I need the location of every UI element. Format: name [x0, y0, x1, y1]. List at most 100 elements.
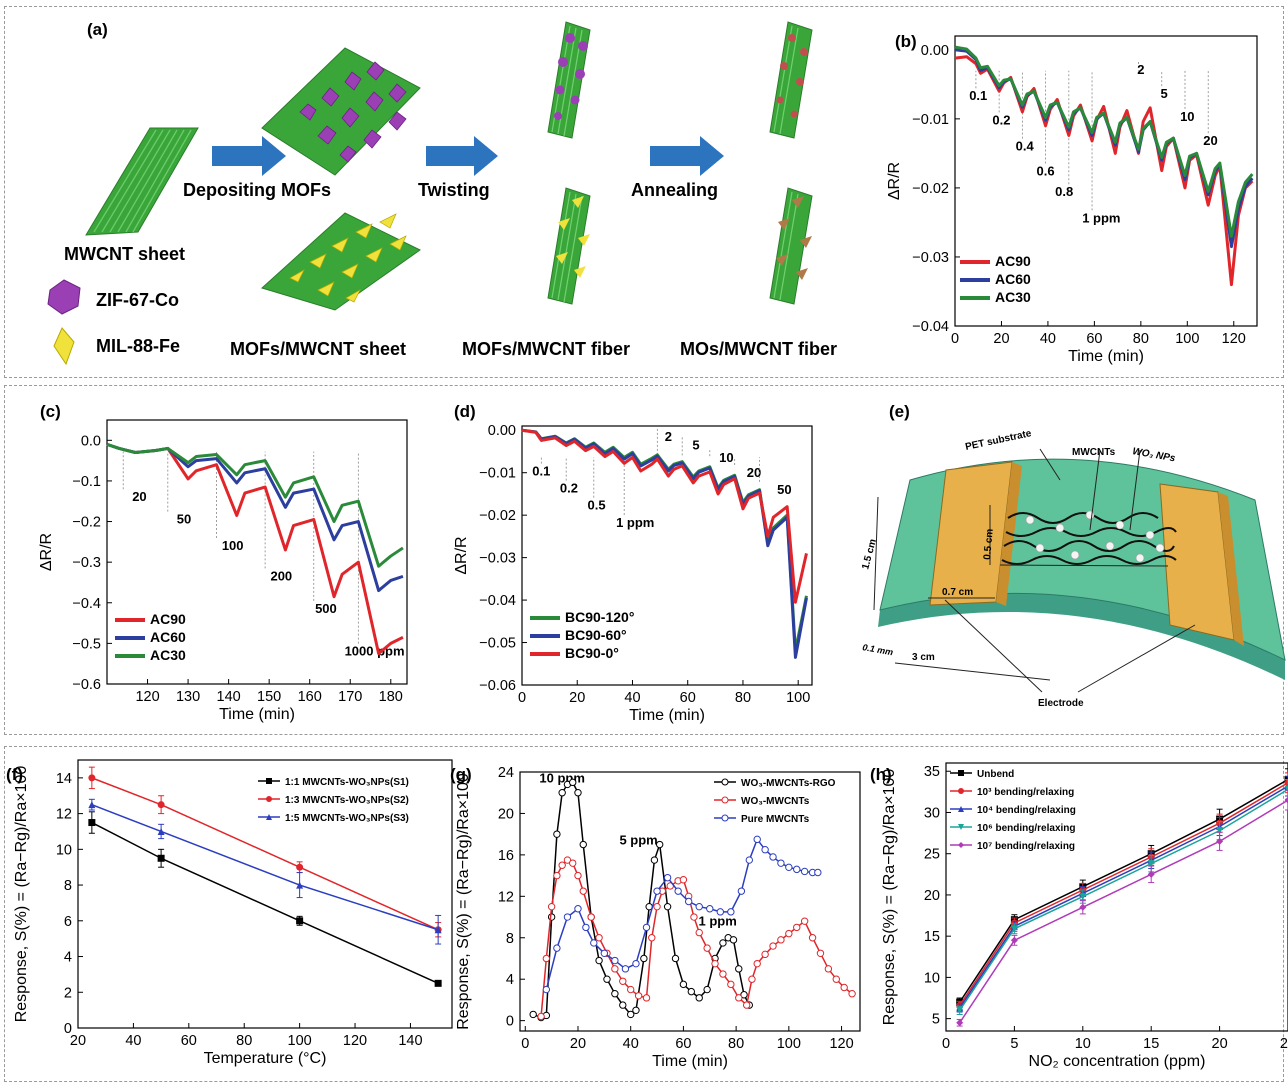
data-point — [296, 917, 304, 925]
series-4 — [956, 789, 1288, 1027]
series-0 — [529, 778, 754, 1022]
y-tick-label: −0.01 — [479, 466, 516, 482]
series-2 — [521, 428, 808, 604]
annotation-label: 20 — [132, 489, 146, 504]
data-point — [542, 954, 551, 963]
series-line — [959, 782, 1288, 1006]
data-point — [157, 827, 165, 835]
legend-label: 1:1 MWCNTs-WO₃NPs(S1) — [285, 777, 409, 788]
data-point — [663, 873, 672, 882]
y-tick-label: −0.04 — [479, 593, 516, 609]
annotation-label: 500 — [315, 601, 337, 616]
data-point — [558, 861, 566, 869]
data-point — [650, 856, 659, 864]
series-2 — [88, 798, 442, 945]
legend-mil-88-fe: MIL-88-Fe — [96, 336, 180, 356]
data-point — [793, 865, 801, 874]
y-tick-label: 4 — [64, 950, 72, 966]
data-point — [529, 1010, 537, 1019]
x-tick-label: 15 — [1143, 1036, 1159, 1052]
data-point — [88, 819, 96, 827]
y-tick-label: 12 — [56, 807, 72, 823]
x-tick-label: 60 — [1086, 331, 1102, 347]
x-tick-label: 100 — [777, 1036, 801, 1052]
zif-oxide-fiber-illustration — [769, 21, 813, 139]
panel-a-schematic: (a) Depositing MOFs Twisting Annealing — [47, 20, 837, 366]
data-point — [296, 881, 304, 889]
x-tick-label: 180 — [379, 689, 403, 705]
legend-entry: 10⁴ bending/relaxing — [950, 805, 1076, 816]
data-point — [611, 990, 619, 998]
data-point — [1079, 903, 1087, 911]
series-line — [954, 55, 1254, 287]
plot-frame — [106, 419, 408, 685]
annotation-label: 0.5 — [588, 498, 606, 513]
data-point — [848, 990, 856, 998]
legend-label: AC60 — [150, 629, 186, 645]
annotation-label: 0.6 — [1037, 163, 1055, 178]
y-tick-label: −0.05 — [479, 636, 516, 652]
y-tick-label: −0.1 — [72, 474, 101, 490]
data-point — [1284, 785, 1288, 793]
data-point — [88, 774, 96, 782]
data-point — [800, 867, 809, 876]
data-point — [266, 814, 272, 820]
legend-entry: AC30 — [115, 647, 186, 663]
chart-f: 20 40 60 80 100 120 140 0 2 4 6 8 10 12 14 Temperature … — [13, 759, 453, 1067]
legend-entry: AC90 — [960, 253, 1031, 269]
data-point — [634, 992, 643, 1000]
x-tick-label: 80 — [236, 1033, 252, 1049]
annotation-label: 0.2 — [560, 481, 578, 496]
legend-entry: AC60 — [960, 271, 1031, 287]
data-point — [1216, 827, 1224, 835]
data-point — [547, 913, 556, 921]
data-point — [553, 944, 561, 952]
series-2 — [542, 835, 822, 994]
row-bottom-frame — [4, 746, 1284, 1082]
data-point — [958, 824, 964, 830]
y-tick-label: 30 — [924, 805, 940, 821]
data-point — [695, 902, 703, 911]
series-line — [521, 428, 808, 604]
data-point — [157, 854, 165, 862]
x-tick-label: 40 — [623, 1036, 639, 1052]
data-point — [574, 905, 582, 913]
mwcnt-sheet-illustration — [85, 127, 199, 236]
y-tick-label: −0.2 — [72, 515, 101, 531]
legend-label: AC90 — [150, 611, 186, 627]
legend-label: BC90-0° — [565, 645, 619, 661]
x-tick-label: 120 — [1222, 331, 1246, 347]
data-point — [595, 934, 603, 942]
x-tick-label: 0 — [951, 331, 959, 347]
label-dim-0-7cm: 0.7 cm — [942, 587, 973, 598]
caption-mos-fiber: MOs/MWCNT fiber — [680, 339, 837, 359]
series-0 — [954, 55, 1254, 287]
mil-fiber-illustration — [547, 187, 591, 305]
y-tick-label: 0.00 — [921, 43, 949, 59]
plot-frame — [954, 35, 1258, 327]
plot-frame — [521, 425, 813, 686]
row-middle-frame — [4, 385, 1284, 735]
data-point — [640, 954, 648, 963]
y-tick-label: −0.02 — [912, 181, 949, 197]
mil-sheet-illustration — [261, 212, 421, 311]
legend-entry: AC60 — [115, 629, 186, 645]
data-point — [611, 965, 619, 973]
annotation-label: 2 — [665, 429, 672, 444]
data-point — [761, 950, 769, 959]
legend-label: BC90-120° — [565, 609, 634, 625]
data-point — [958, 842, 964, 848]
data-point — [748, 975, 756, 983]
zif-crystal-icon — [47, 279, 81, 315]
x-tick-label: 120 — [829, 1036, 853, 1052]
data-point — [679, 980, 688, 989]
legend-label: Unbend — [977, 769, 1014, 780]
x-axis-label: Time (min) — [629, 707, 705, 724]
series-line — [954, 45, 1254, 238]
panel-g-label: (g) — [450, 765, 472, 784]
data-point — [579, 840, 587, 849]
data-point — [684, 897, 693, 906]
data-point — [642, 923, 651, 932]
legend-entry: 10⁶ bending/relaxing — [950, 823, 1076, 834]
y-axis-label: Response, S(%) = (Ra−Rg)/Ra×100 — [455, 773, 472, 1030]
